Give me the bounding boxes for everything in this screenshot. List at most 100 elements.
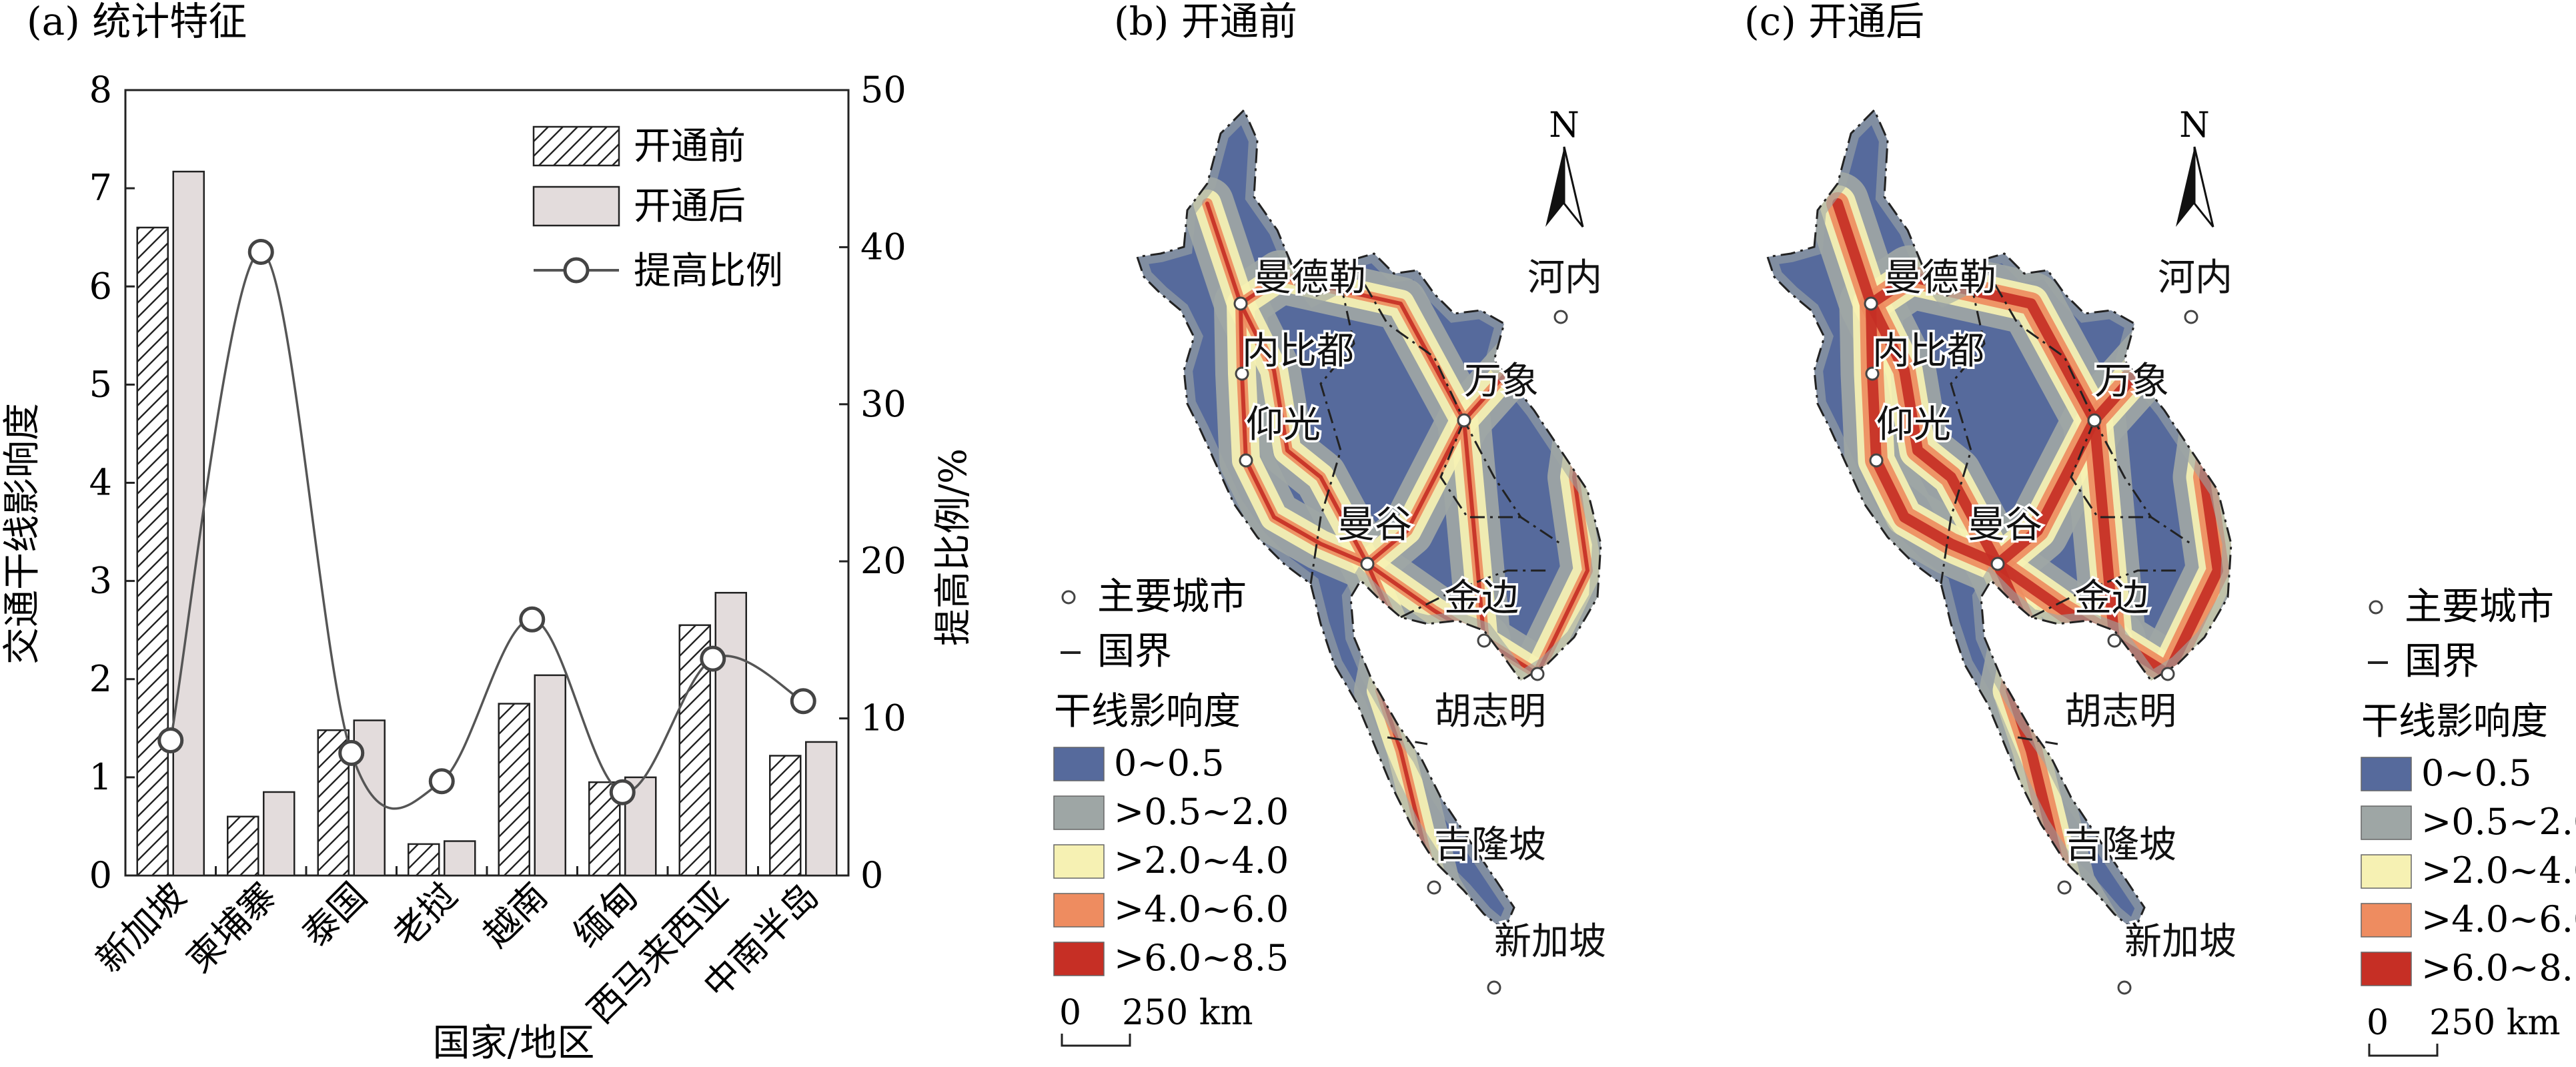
legend-label-after: 开通后 xyxy=(634,185,746,228)
city-label: 曼谷 xyxy=(1968,503,2042,547)
x-tick-label: 老挝 xyxy=(385,875,466,956)
y-tick-label: 8 xyxy=(89,69,112,111)
legend-title: 干线影响度 xyxy=(2361,700,2548,743)
y-tick-label: 4 xyxy=(89,462,112,504)
legend-swatch xyxy=(1053,747,1105,781)
chart-bars xyxy=(136,170,838,877)
city-label: 仰光 xyxy=(1246,403,1321,446)
city-label: 河内 xyxy=(1527,256,1602,300)
ratio-point xyxy=(247,238,274,265)
city-label: 内比都 xyxy=(1242,330,1354,373)
city-label: 吉隆坡 xyxy=(1434,823,1546,867)
legend-swatch xyxy=(1053,893,1105,928)
scale-end-label: 250 km xyxy=(2429,1003,2561,1043)
city-marker xyxy=(1427,880,1441,895)
country-border xyxy=(1439,420,1521,518)
city-label: 胡志明 xyxy=(1434,690,1546,733)
bar-after xyxy=(534,674,566,877)
scale-start-label: 0 xyxy=(2367,1003,2389,1043)
north-arrow-right xyxy=(2193,146,2214,228)
city-label: 内比都 xyxy=(1872,330,1984,373)
legend-label-ratio: 提高比例 xyxy=(634,250,783,293)
city-marker xyxy=(2107,633,2122,648)
bar-before xyxy=(227,815,259,877)
legend-class-label: >0.5~2.0 xyxy=(1114,791,1289,833)
legend-city-label: 主要城市 xyxy=(1097,575,1247,619)
country-border xyxy=(1309,283,1355,585)
bar-after xyxy=(444,840,476,877)
bar-after xyxy=(172,170,205,877)
city-marker xyxy=(1530,667,1545,681)
y2-tick-label: 20 xyxy=(860,540,906,582)
bar-after xyxy=(263,791,295,877)
y2-tick-label: 50 xyxy=(860,69,906,111)
bar-after xyxy=(805,741,838,877)
legend-swatch-after xyxy=(532,186,620,227)
country-border xyxy=(1400,569,1547,619)
city-marker xyxy=(1865,366,1880,381)
bar-before xyxy=(498,703,530,877)
city-label: 曼谷 xyxy=(1337,503,1412,547)
scale-end-label: 250 km xyxy=(1122,993,1253,1033)
city-marker xyxy=(1239,453,1253,468)
city-marker xyxy=(1990,557,2005,571)
north-arrow-label: N xyxy=(1549,105,1579,145)
legend-label-before: 开通前 xyxy=(634,125,746,168)
city-label: 曼德勒 xyxy=(1884,256,1996,300)
legend-marker xyxy=(563,257,590,284)
city-marker xyxy=(1553,310,1568,324)
city-marker xyxy=(1477,633,1491,648)
y2-tick-label: 40 xyxy=(860,226,906,268)
city-marker xyxy=(2057,880,2072,895)
city-label: 胡志明 xyxy=(2064,690,2176,733)
legend-swatch xyxy=(1053,844,1105,879)
legend-swatch xyxy=(2361,903,2412,938)
bar-line-chart: (a) 统计特征 01234567801020304050新加坡柬埔寨 泰国 老挝越… xyxy=(1,0,975,1065)
city-label: 仰光 xyxy=(1876,403,1951,446)
legend-border-label: 国界 xyxy=(2405,640,2479,683)
legend-title: 干线影响度 xyxy=(1054,690,1241,733)
influence-band xyxy=(1866,298,2003,569)
legend-swatch xyxy=(2361,757,2412,791)
coastline xyxy=(1766,108,2232,933)
north-arrow-right xyxy=(1563,146,1584,228)
bar-after xyxy=(714,592,747,877)
ratio-point xyxy=(338,739,365,766)
legend-class-label: 0~0.5 xyxy=(2421,752,2531,794)
bar-before xyxy=(408,843,440,877)
city-marker xyxy=(1457,413,1471,428)
legend-swatch xyxy=(1053,795,1105,830)
city-marker xyxy=(2160,667,2175,681)
x-tick-label: 柬埔寨 xyxy=(178,875,284,981)
bar-before xyxy=(136,226,169,877)
y-tick-label: 2 xyxy=(89,658,112,700)
city-marker xyxy=(1864,296,1878,311)
ratio-point xyxy=(700,645,726,672)
ratio-point xyxy=(157,727,184,754)
legend-swatch xyxy=(2361,854,2412,889)
city-marker xyxy=(1487,980,1501,995)
city-label: 万象 xyxy=(2094,360,2169,403)
y-axis-label: 交通干线影响度 xyxy=(1,403,44,665)
legend-swatch xyxy=(1053,942,1105,976)
country-border xyxy=(2017,736,2058,745)
legend-class-label: 0~0.5 xyxy=(1114,742,1224,784)
city-label: 金边 xyxy=(1444,577,1519,620)
scale-bar xyxy=(2368,1044,2439,1057)
x-axis-label: 国家/地区 xyxy=(433,1022,595,1065)
ratio-point xyxy=(519,606,546,633)
ratio-point xyxy=(609,779,636,805)
coastline xyxy=(1136,108,1602,933)
x-tick-label: 泰国 xyxy=(294,875,375,956)
y-tick-label: 1 xyxy=(89,756,112,798)
map-title: (c) 开通后 xyxy=(1744,0,1924,44)
legend-swatch xyxy=(2361,805,2412,840)
y-tick-label: 5 xyxy=(89,363,112,405)
city-label: 吉隆坡 xyxy=(2064,823,2176,867)
north-arrow-left xyxy=(1545,147,1564,227)
